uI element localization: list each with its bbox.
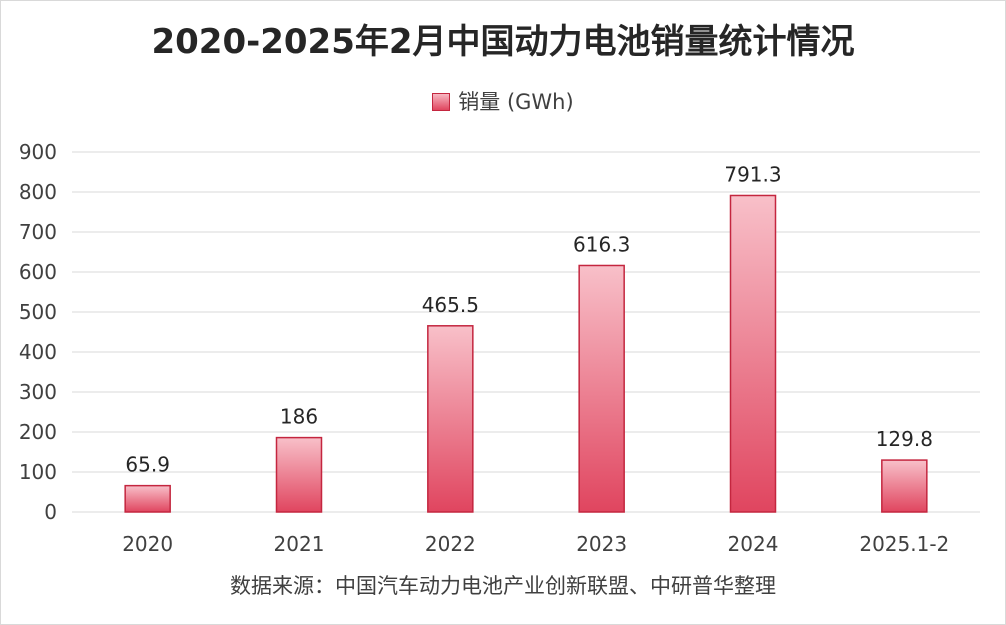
data-label: 791.3 (724, 162, 781, 186)
bars (124, 194, 928, 513)
bar (124, 484, 171, 513)
y-tick-label: 100 (19, 460, 57, 484)
y-tick-label: 500 (19, 300, 57, 324)
x-tick-label: 2024 (728, 532, 779, 556)
x-tick-label: 2022 (425, 532, 476, 556)
data-label: 186 (280, 405, 318, 429)
y-tick-label: 700 (19, 220, 57, 244)
data-label: 65.9 (125, 453, 170, 477)
chart-title: 2020-2025年2月中国动力电池销量统计情况 (151, 22, 855, 62)
data-label: 465.5 (422, 293, 479, 317)
y-axis-ticks: 0 100 200 300 400 500 600 700 800 900 (19, 140, 57, 524)
y-tick-label: 600 (19, 260, 57, 284)
legend: 销量 (GWh) (0, 86, 1006, 116)
bar (729, 194, 777, 513)
bar (578, 264, 625, 513)
x-tick-label: 2023 (576, 532, 627, 556)
y-tick-label: 800 (19, 180, 57, 204)
bar (275, 436, 323, 513)
legend-swatch (432, 93, 451, 111)
y-tick-label: 300 (19, 380, 57, 404)
x-tick-label: 2025.1-2 (859, 532, 949, 556)
source-note: 数据来源：中国汽车动力电池产业创新联盟、中研普华整理 (230, 574, 776, 598)
legend-label: 销量 (GWh) (458, 90, 574, 114)
y-tick-label: 400 (19, 340, 57, 364)
y-tick-label: 200 (19, 420, 57, 444)
x-tick-label: 2021 (274, 532, 325, 556)
data-label: 129.8 (876, 427, 933, 451)
y-tick-label: 900 (19, 140, 57, 164)
bar (427, 325, 474, 513)
data-label: 616.3 (573, 232, 630, 256)
y-tick-label: 0 (44, 500, 57, 524)
bar (881, 459, 928, 513)
data-labels: 65.9 186 465.5 616.3 791.3 129.8 (125, 162, 933, 476)
x-tick-label: 2020 (122, 532, 173, 556)
x-axis-ticks: 2020 2021 2022 2023 2024 2025.1-2 (122, 532, 949, 556)
grid-lines (72, 151, 980, 513)
